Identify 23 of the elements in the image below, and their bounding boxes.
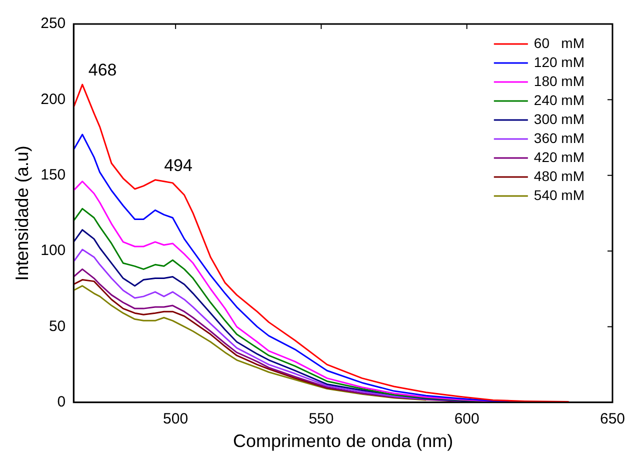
legend-label: 540 mM [534,186,584,203]
annotation: 468 [88,60,117,80]
annotation: 494 [164,156,192,176]
legend-label: 240 mM [534,92,584,108]
x-tick-label: 650 [600,410,625,428]
x-tick-label: 500 [163,410,188,428]
x-tick-label: 600 [454,410,480,428]
legend-label: 480 mM [534,168,584,184]
legend-label: 180 mM [534,72,584,89]
legend-label: 360 mM [534,130,584,146]
y-tick-label: 100 [40,242,66,260]
y-tick-label: 50 [48,318,66,335]
legend-label: 120 mM [534,54,584,70]
legend-label: 420 mM [534,148,584,165]
y-tick-label: 200 [40,90,66,108]
x-axis-title: Comprimento de onda (nm) [233,431,454,452]
y-tick-label: 250 [40,15,66,32]
y-axis-title: Intensidade (a.u) [12,146,32,281]
x-tick-label: 550 [308,410,334,428]
y-tick-label: 0 [57,394,66,411]
legend-label: 300 mM [534,110,584,127]
legend-label: 60 mM [534,34,584,51]
y-tick-label: 150 [40,166,66,184]
